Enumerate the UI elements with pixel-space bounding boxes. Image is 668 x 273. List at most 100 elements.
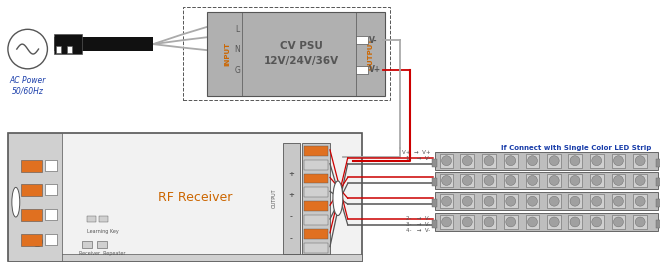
Bar bbox=[460, 215, 474, 229]
Bar bbox=[547, 174, 561, 187]
Bar bbox=[21, 209, 43, 221]
Ellipse shape bbox=[12, 187, 20, 217]
Circle shape bbox=[442, 156, 452, 166]
Text: AC Power
50/60Hz: AC Power 50/60Hz bbox=[9, 76, 46, 95]
Bar bbox=[432, 199, 437, 207]
Bar bbox=[435, 192, 658, 210]
Bar bbox=[305, 201, 328, 211]
Bar bbox=[21, 234, 43, 246]
Bar bbox=[526, 154, 539, 168]
Circle shape bbox=[528, 156, 538, 166]
Text: L: L bbox=[235, 25, 239, 34]
Bar bbox=[56, 46, 61, 53]
Bar bbox=[305, 215, 328, 225]
Circle shape bbox=[506, 176, 516, 185]
Text: +: + bbox=[289, 192, 295, 198]
Circle shape bbox=[484, 196, 494, 206]
Bar bbox=[633, 215, 647, 229]
Bar bbox=[590, 154, 604, 168]
Text: 12V/24V/36V: 12V/24V/36V bbox=[264, 57, 339, 66]
Text: If Connect with Single Color LED Strip: If Connect with Single Color LED Strip bbox=[501, 145, 651, 151]
Bar bbox=[305, 243, 328, 253]
Text: -: - bbox=[290, 236, 293, 242]
Circle shape bbox=[528, 176, 538, 185]
Bar bbox=[526, 215, 539, 229]
Circle shape bbox=[613, 217, 623, 227]
Bar bbox=[611, 215, 625, 229]
Circle shape bbox=[462, 196, 472, 206]
Bar bbox=[656, 199, 661, 207]
Bar bbox=[8, 133, 62, 262]
Bar bbox=[482, 215, 496, 229]
Bar bbox=[656, 159, 661, 167]
Bar bbox=[355, 36, 367, 44]
Circle shape bbox=[635, 217, 645, 227]
Bar bbox=[87, 216, 96, 222]
Circle shape bbox=[592, 217, 602, 227]
Bar bbox=[432, 159, 437, 167]
Bar bbox=[303, 143, 330, 254]
Circle shape bbox=[484, 156, 494, 166]
Bar bbox=[568, 174, 582, 187]
Circle shape bbox=[549, 217, 559, 227]
Circle shape bbox=[528, 196, 538, 206]
Bar bbox=[21, 160, 43, 171]
Bar bbox=[97, 241, 107, 248]
Bar bbox=[633, 194, 647, 208]
Circle shape bbox=[462, 156, 472, 166]
Bar bbox=[656, 179, 661, 186]
Bar bbox=[611, 174, 625, 187]
Bar bbox=[526, 194, 539, 208]
Bar bbox=[183, 7, 390, 100]
Circle shape bbox=[592, 156, 602, 166]
Bar bbox=[8, 133, 361, 262]
Bar bbox=[305, 146, 328, 156]
Bar bbox=[435, 171, 658, 189]
Circle shape bbox=[570, 196, 580, 206]
Bar bbox=[440, 154, 454, 168]
Bar bbox=[305, 174, 328, 183]
Circle shape bbox=[635, 156, 645, 166]
Circle shape bbox=[613, 156, 623, 166]
Text: +: + bbox=[289, 171, 295, 177]
Text: V+  →  V+
1-   →  V-: V+ → V+ 1- → V- bbox=[402, 150, 431, 161]
Bar bbox=[460, 194, 474, 208]
Text: N: N bbox=[234, 44, 240, 54]
Bar bbox=[99, 216, 108, 222]
Bar bbox=[45, 160, 57, 171]
Circle shape bbox=[506, 196, 516, 206]
Bar bbox=[305, 160, 328, 170]
Text: CV PSU: CV PSU bbox=[280, 41, 323, 51]
Bar bbox=[21, 185, 43, 196]
Bar bbox=[568, 194, 582, 208]
Bar bbox=[547, 154, 561, 168]
Circle shape bbox=[528, 217, 538, 227]
Bar bbox=[504, 215, 518, 229]
Bar bbox=[355, 66, 367, 74]
Circle shape bbox=[549, 176, 559, 185]
Text: V+: V+ bbox=[369, 65, 381, 74]
Circle shape bbox=[33, 237, 43, 247]
Bar bbox=[45, 209, 57, 220]
Bar bbox=[305, 187, 328, 197]
Circle shape bbox=[592, 176, 602, 185]
Bar bbox=[526, 174, 539, 187]
Text: OUTPUT: OUTPUT bbox=[272, 188, 277, 208]
Text: Receiver  Repeater: Receiver Repeater bbox=[79, 251, 125, 256]
Bar bbox=[568, 154, 582, 168]
Bar bbox=[482, 154, 496, 168]
Circle shape bbox=[484, 217, 494, 227]
Ellipse shape bbox=[333, 181, 343, 216]
Bar bbox=[504, 154, 518, 168]
Circle shape bbox=[635, 176, 645, 185]
Bar bbox=[504, 194, 518, 208]
Bar bbox=[45, 234, 57, 245]
Bar bbox=[547, 215, 561, 229]
Text: RF Receiver: RF Receiver bbox=[158, 191, 232, 204]
Circle shape bbox=[570, 156, 580, 166]
Bar bbox=[440, 174, 454, 187]
Circle shape bbox=[462, 217, 472, 227]
Text: 2-   →  V-
3-   →  V-
4-   →  V-: 2- → V- 3- → V- 4- → V- bbox=[407, 216, 431, 233]
Bar bbox=[305, 229, 328, 239]
Bar bbox=[460, 174, 474, 187]
